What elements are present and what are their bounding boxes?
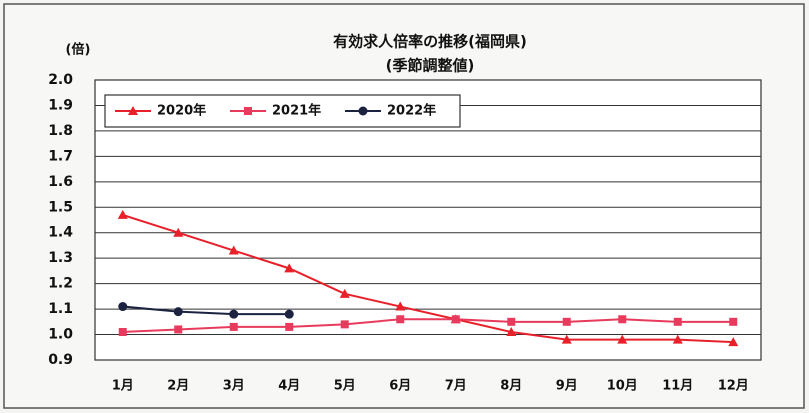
legend-label: 2021年: [272, 103, 321, 119]
x-tick-label: 6月: [389, 379, 411, 394]
marker: [228, 245, 239, 255]
y-tick-label: 1.7: [48, 148, 73, 164]
marker: [562, 317, 571, 326]
marker: [244, 107, 252, 115]
legend-label: 2022年: [387, 103, 436, 119]
marker: [128, 106, 138, 115]
marker: [117, 209, 128, 219]
marker: [285, 322, 294, 331]
y-tick-label: 1.5: [48, 199, 73, 215]
marker: [173, 227, 184, 237]
y-tick-label: 1.2: [48, 276, 73, 292]
x-tick-label: 8月: [500, 379, 522, 394]
y-tick-label: 1.6: [48, 174, 73, 190]
x-tick-label: 12月: [718, 379, 749, 394]
series-line: [122, 305, 290, 316]
marker: [118, 328, 127, 336]
y-tick-label: 1.0: [48, 327, 73, 343]
y-tick-label: 1.3: [48, 250, 73, 266]
marker: [673, 317, 682, 326]
x-tick-label: 7月: [445, 379, 467, 394]
marker: [451, 315, 460, 324]
legend-box: [104, 94, 461, 128]
x-tick-label: 2月: [167, 379, 189, 394]
marker: [395, 301, 406, 311]
y-tick-label: 0.9: [48, 352, 73, 368]
marker: [358, 106, 368, 116]
marker: [506, 327, 517, 336]
marker: [561, 334, 572, 344]
chart-subtitle: (季節調整値): [386, 57, 475, 75]
y-axis-label: (倍): [66, 42, 91, 58]
marker: [507, 317, 516, 326]
x-tick-label: 3月: [223, 379, 245, 394]
y-tick-label: 1.8: [48, 123, 73, 139]
x-tick-label: 10月: [607, 379, 638, 394]
marker: [284, 309, 294, 319]
marker: [118, 302, 128, 312]
y-tick-label: 1.1: [48, 301, 73, 317]
y-tick-label: 2.0: [48, 72, 73, 88]
marker: [339, 288, 350, 298]
marker: [174, 325, 183, 334]
x-tick-label: 9月: [556, 379, 578, 394]
marker: [284, 263, 295, 273]
x-tick-label: 4月: [278, 379, 300, 394]
marker: [729, 317, 738, 326]
marker: [618, 315, 627, 324]
marker: [672, 334, 683, 344]
x-tick-label: 5月: [334, 379, 356, 394]
marker: [173, 307, 183, 317]
marker: [728, 337, 739, 347]
marker: [229, 309, 239, 319]
marker: [340, 320, 349, 329]
series-line: [122, 213, 734, 344]
series-line: [122, 318, 734, 333]
marker: [229, 322, 238, 331]
y-tick-label: 1.4: [48, 225, 73, 241]
chart-title: 有効求人倍率の推移(福岡県): [333, 33, 527, 51]
marker: [617, 334, 628, 344]
legend-label: 2020年: [157, 103, 206, 119]
x-tick-label: 11月: [662, 379, 693, 394]
x-tick-label: 1月: [112, 379, 134, 394]
marker: [396, 315, 405, 324]
y-tick-label: 1.9: [48, 97, 73, 113]
